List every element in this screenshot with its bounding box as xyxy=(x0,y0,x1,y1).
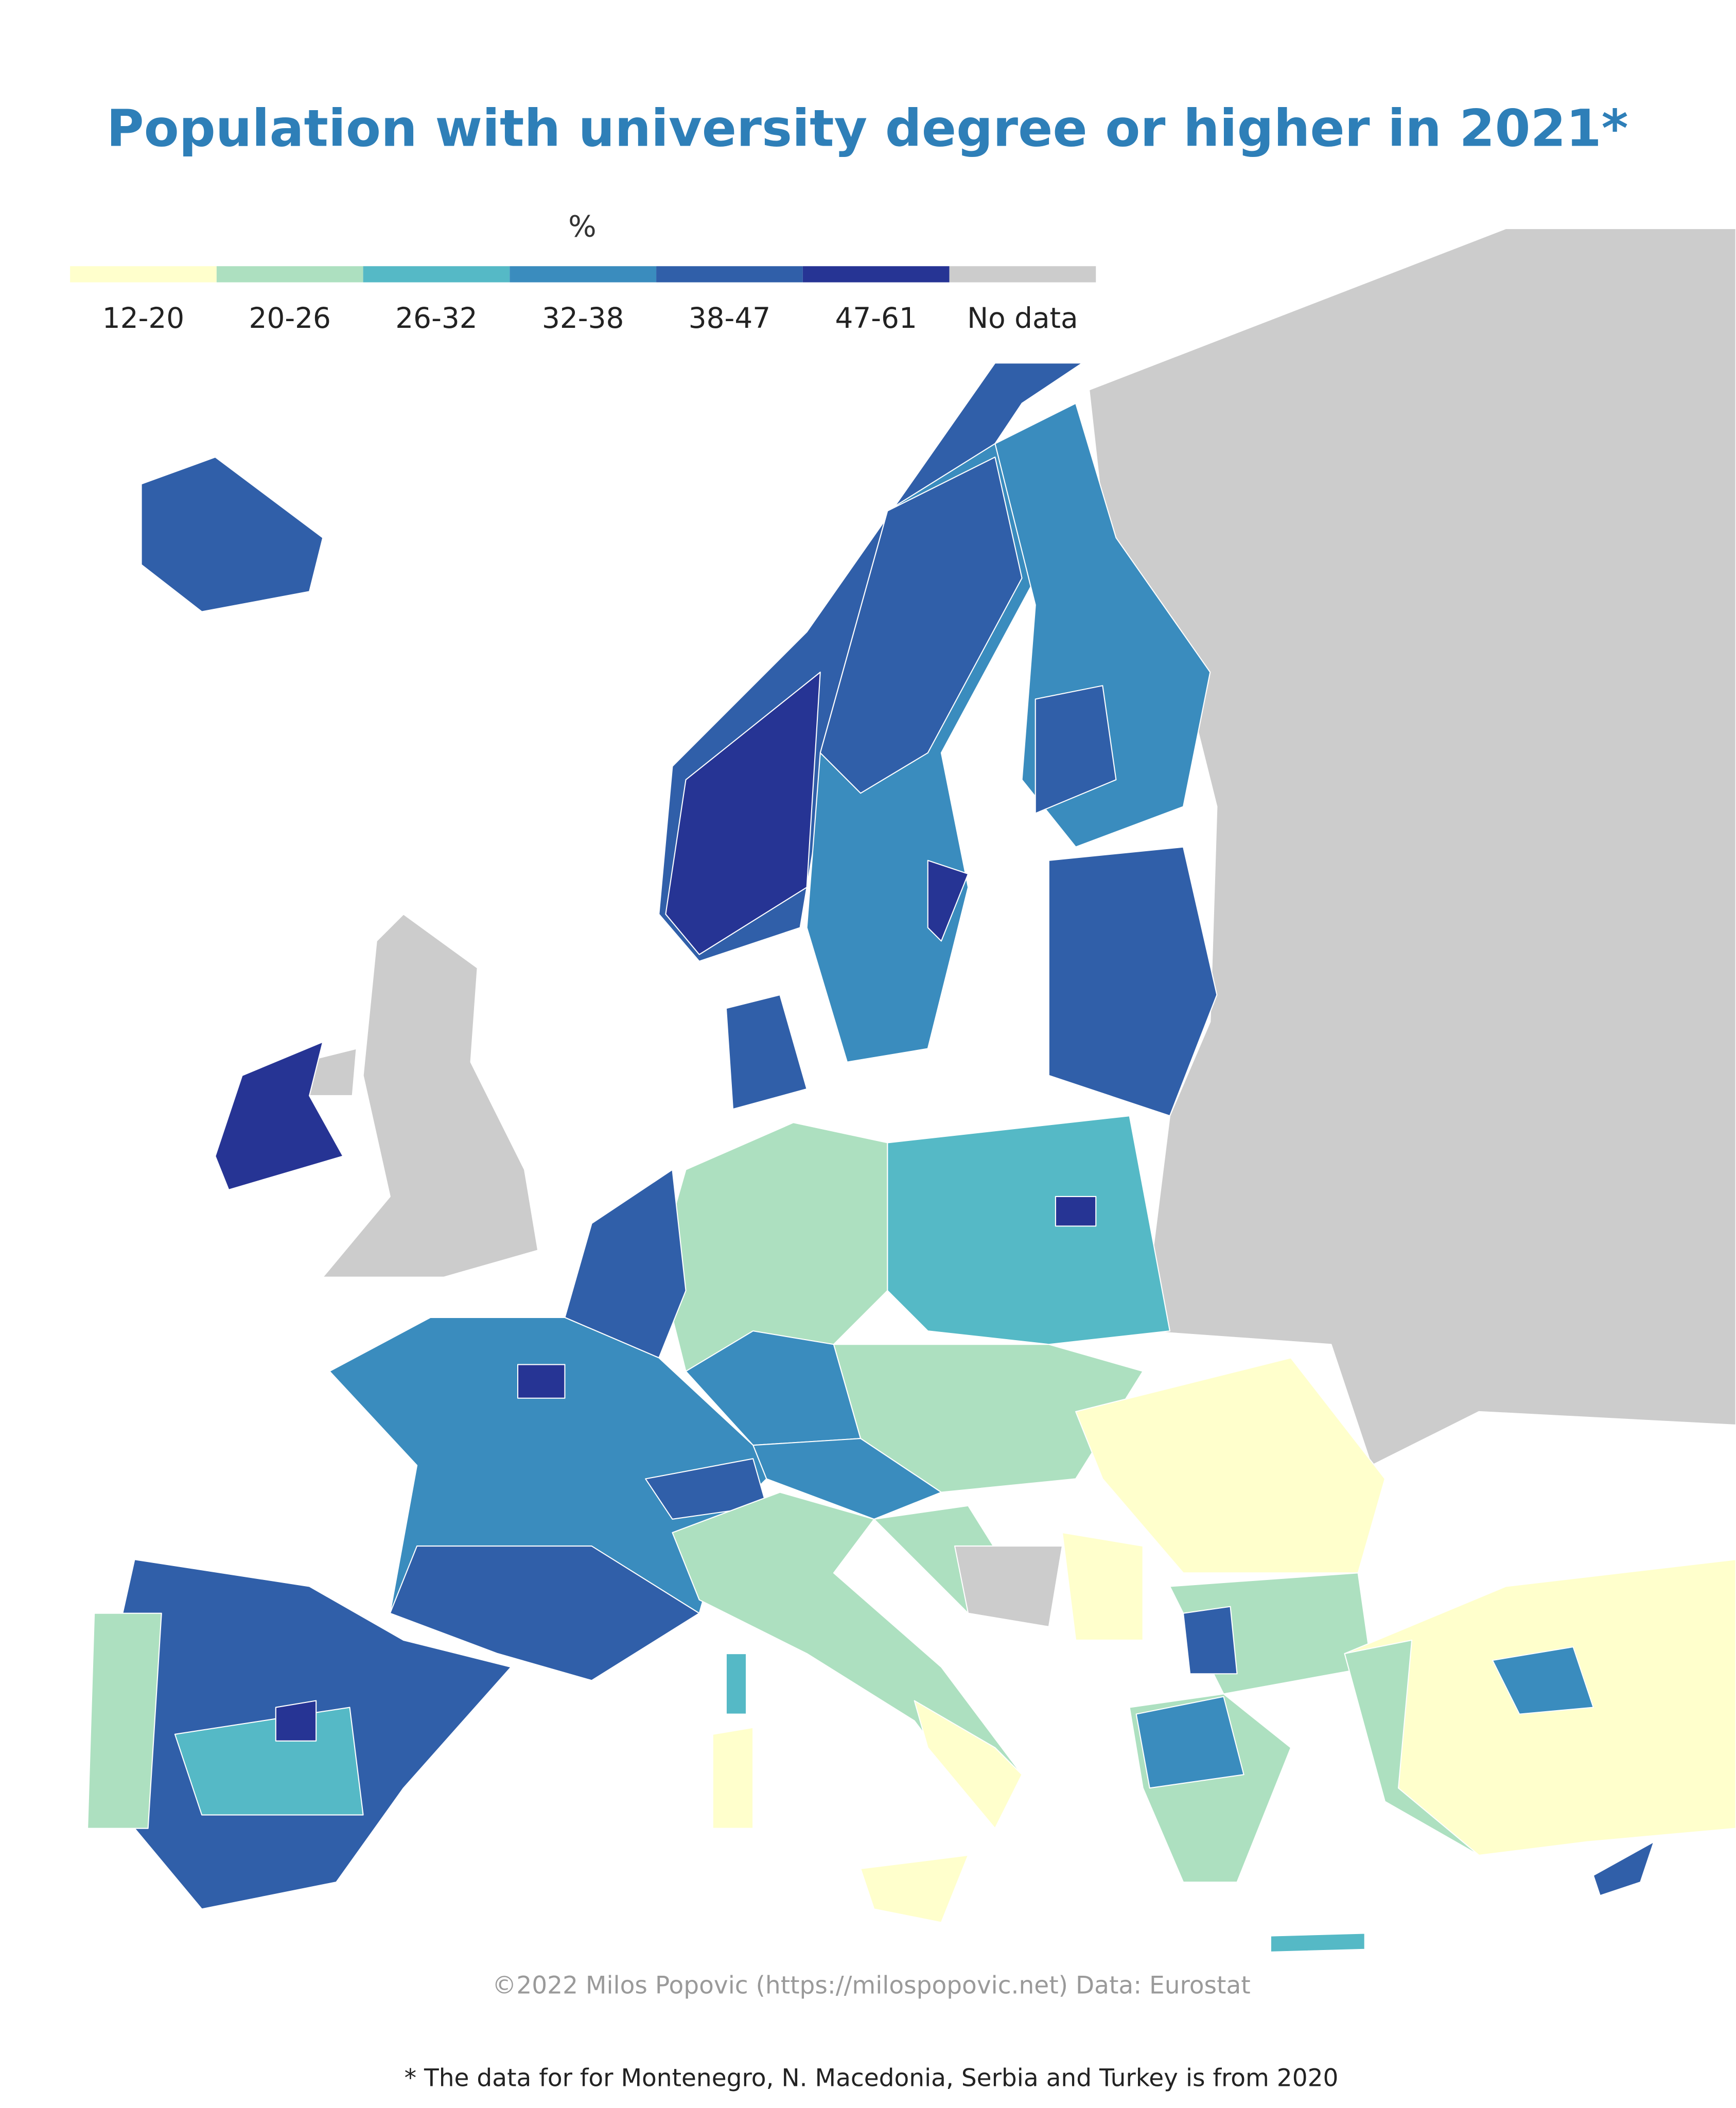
legend-label: No data xyxy=(967,302,1078,335)
norway-west xyxy=(665,672,821,955)
bosnia xyxy=(954,1545,1063,1627)
legend-swatch xyxy=(656,266,803,283)
legend-label: 20-26 xyxy=(249,302,331,335)
map-regions xyxy=(87,228,1736,1953)
denmark xyxy=(725,994,808,1110)
ireland xyxy=(215,1041,344,1190)
title: Population with university degree or hig… xyxy=(107,99,1628,158)
legend: 12-20 20-26 26-32 32-38 38-47 47-61 No data xyxy=(70,266,1096,335)
cyprus xyxy=(1592,1841,1655,1896)
legend-swatch xyxy=(363,266,510,283)
legend-label: 12-20 xyxy=(102,302,184,335)
sweden-north xyxy=(819,456,1023,794)
baltics xyxy=(1048,846,1218,1117)
ankara xyxy=(1492,1646,1594,1715)
sardinia xyxy=(712,1727,754,1829)
legend-swatch xyxy=(70,266,217,283)
great-britain xyxy=(322,914,539,1278)
turkey-coast xyxy=(1344,1639,1480,1856)
portugal xyxy=(87,1612,162,1829)
poland xyxy=(887,1115,1170,1345)
greece-north xyxy=(1135,1696,1244,1789)
sicily xyxy=(860,1854,969,1923)
footnote: * The data for for Montenegro, N. Macedo… xyxy=(405,2064,1339,2093)
legend-label: 26-32 xyxy=(395,302,477,335)
corsica xyxy=(725,1653,747,1715)
legend-swatch xyxy=(949,266,1096,283)
legend-label: 47-61 xyxy=(835,302,917,335)
finland-central xyxy=(1034,685,1117,814)
serbia xyxy=(1061,1532,1144,1641)
warsaw xyxy=(1055,1196,1097,1227)
legend-swatch xyxy=(216,266,363,283)
legend-swatch xyxy=(802,266,950,283)
paris xyxy=(517,1364,566,1399)
legend-label: 32-38 xyxy=(542,302,624,335)
sofia xyxy=(1183,1606,1238,1675)
stockholm xyxy=(927,859,969,942)
iceland xyxy=(141,456,324,612)
legend-label: 38-47 xyxy=(689,302,770,335)
madrid xyxy=(275,1700,317,1742)
benelux xyxy=(564,1169,687,1359)
legend-title: % xyxy=(568,209,597,244)
legend-swatch xyxy=(510,266,657,283)
credit: ©2022 Milos Popovic (https://milospopovi… xyxy=(492,1971,1250,1999)
italy-south xyxy=(914,1700,1023,1829)
crete xyxy=(1270,1933,1365,1953)
france-south xyxy=(389,1545,700,1681)
